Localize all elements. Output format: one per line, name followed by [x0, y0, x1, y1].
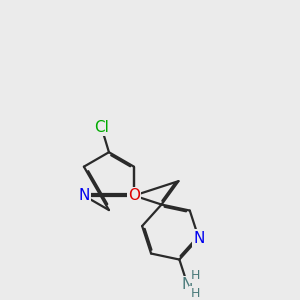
Text: N: N [193, 231, 204, 246]
Text: N: N [78, 188, 90, 203]
Text: Cl: Cl [94, 120, 109, 135]
Text: O: O [128, 188, 140, 203]
Text: H: H [190, 286, 200, 300]
Text: H: H [190, 269, 200, 282]
Text: N: N [182, 277, 193, 292]
